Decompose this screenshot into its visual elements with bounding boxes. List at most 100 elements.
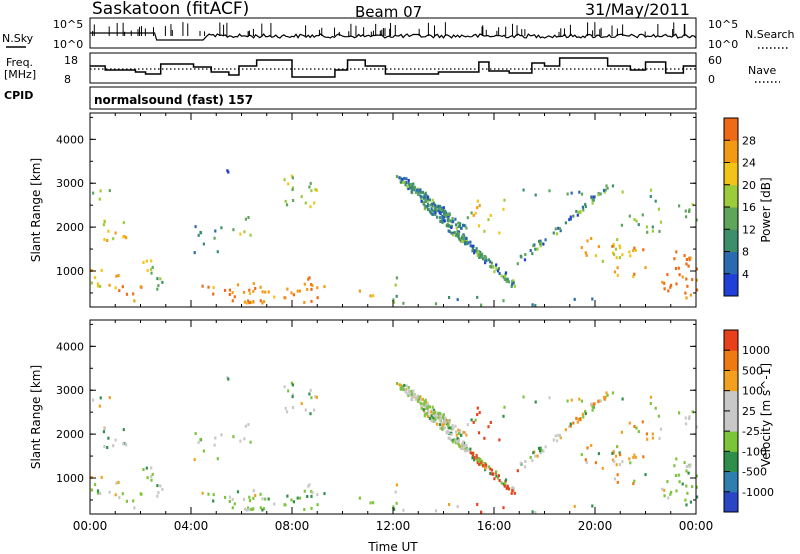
- power-cell: [641, 213, 644, 217]
- velocity-cell: [659, 427, 663, 431]
- velocity-cell: [423, 402, 426, 406]
- power-cell: [262, 300, 266, 304]
- power-cell: [505, 279, 508, 283]
- velocity-cell: [504, 482, 507, 486]
- velocity-cell: [503, 405, 506, 409]
- power-cell: [431, 209, 434, 213]
- power-cell: [531, 303, 534, 307]
- velocity-cell: [424, 413, 427, 417]
- velocity-cell: [310, 490, 313, 493]
- power-cell: [323, 285, 326, 289]
- power-colorbar: 4 8 12 16 20 24 28: [723, 117, 756, 297]
- velocity-cell: [425, 412, 428, 415]
- power-cell: [395, 175, 399, 178]
- velocity-cell: [497, 474, 500, 478]
- velocity-cell: [259, 506, 262, 510]
- velocity-cell: [303, 489, 306, 493]
- velocity-cell: [436, 422, 439, 426]
- colorbar-tick-label: 100: [742, 385, 763, 398]
- velocity-cell: [410, 389, 413, 393]
- power-cell: [495, 263, 498, 267]
- power-cell: [512, 281, 515, 285]
- power-cell: [459, 222, 462, 226]
- power-cell: [249, 233, 252, 237]
- colorbar-segment: [724, 471, 738, 493]
- velocity-cell: [434, 509, 438, 513]
- velocity-cell: [259, 492, 262, 496]
- xtick-label: 20:00: [578, 519, 613, 533]
- velocity-cell: [248, 499, 252, 503]
- power-cell: [451, 217, 454, 220]
- velocity-cell: [584, 458, 587, 462]
- power-cell: [504, 275, 507, 279]
- velocity-cell: [475, 456, 478, 459]
- power-cell: [248, 292, 252, 296]
- velocity-cell: [428, 405, 431, 409]
- velocity-cell: [687, 471, 690, 475]
- power-cell: [500, 274, 503, 278]
- power-cell: [146, 269, 149, 273]
- velocity-cell: [194, 432, 197, 436]
- velocity-cell: [239, 439, 242, 443]
- velocity-cell: [298, 496, 301, 500]
- velocity-cell: [252, 496, 255, 500]
- colorbar-segment: [724, 118, 738, 141]
- velocity-cell: [292, 500, 295, 504]
- power-cell: [570, 191, 573, 195]
- power-cell: [478, 253, 481, 257]
- power-cell: [358, 289, 361, 293]
- velocity-cell: [404, 388, 407, 392]
- power-cell: [450, 231, 453, 235]
- power-cell: [413, 185, 417, 189]
- power-cell: [470, 211, 473, 215]
- velocity-cell: [446, 419, 449, 423]
- power-cell: [498, 272, 501, 275]
- velocity-cell: [243, 437, 246, 441]
- velocity-cell: [554, 434, 557, 438]
- velocity-cell: [473, 458, 476, 462]
- power-cell: [423, 195, 426, 199]
- power-cell: [454, 217, 457, 221]
- velocity-cell: [405, 384, 408, 388]
- velocity-cell: [212, 499, 215, 503]
- power-cell: [442, 209, 445, 213]
- xtick-label: 00:00: [73, 519, 108, 533]
- power-cell: [542, 242, 545, 246]
- velocity-cell: [443, 422, 446, 426]
- velocity-cell: [695, 474, 698, 478]
- power-cell: [618, 256, 621, 260]
- power-cell: [465, 236, 468, 240]
- velocity-cell: [578, 397, 581, 401]
- velocity-cell: [584, 409, 587, 413]
- velocity-cell: [261, 497, 264, 501]
- power-cell: [438, 216, 442, 220]
- colorbar-segment: [724, 410, 738, 432]
- velocity-cell: [649, 402, 652, 405]
- velocity-cell: [231, 506, 234, 510]
- velocity-cell: [415, 395, 418, 399]
- velocity-cell: [261, 508, 264, 512]
- power-cell: [316, 286, 319, 290]
- power-cell: [691, 203, 694, 207]
- velocity-cell: [394, 490, 397, 494]
- power-cell: [696, 288, 699, 292]
- power-cell: [439, 219, 442, 223]
- power-cell: [606, 186, 609, 190]
- power-cell: [478, 255, 481, 259]
- power-cell: [402, 301, 405, 305]
- power-cell: [611, 184, 615, 188]
- velocity-cell: [103, 445, 106, 448]
- power-cell: [580, 192, 584, 196]
- velocity-cell: [465, 443, 468, 447]
- velocity-cell: [487, 425, 490, 429]
- velocity-cell: [262, 507, 266, 511]
- velocity-cell: [440, 415, 443, 419]
- power-cell: [457, 232, 461, 236]
- velocity-cell: [399, 387, 403, 391]
- velocity-cell: [479, 457, 482, 461]
- power-cell: [540, 241, 543, 245]
- power-cell: [480, 303, 483, 307]
- velocity-cell: [114, 438, 117, 442]
- velocity-cell: [487, 465, 491, 469]
- power-cell: [670, 283, 673, 287]
